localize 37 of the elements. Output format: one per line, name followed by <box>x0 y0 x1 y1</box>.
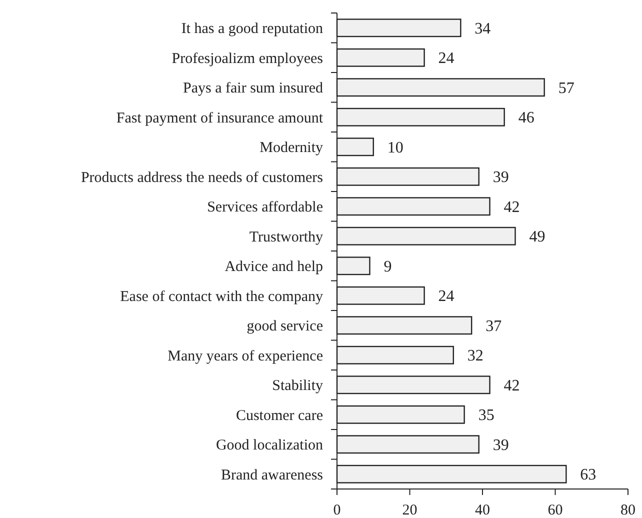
x-tick-label: 80 <box>620 502 636 518</box>
data-label: 39 <box>492 436 509 454</box>
data-label: 42 <box>504 198 520 216</box>
data-label: 46 <box>518 110 534 127</box>
x-tick-label: 0 <box>333 502 341 518</box>
y-tick-label: Ease of contact with the company <box>120 288 324 305</box>
data-label: 9 <box>384 258 392 276</box>
data-label: 63 <box>580 466 596 484</box>
data-label: 49 <box>529 228 546 246</box>
y-tick-label: Modernity <box>260 140 324 156</box>
data-label: 24 <box>438 288 454 306</box>
y-tick-label: Good localization <box>216 438 324 454</box>
y-tick-label: Fast payment of insurance amount <box>116 110 324 126</box>
x-tick-label: 20 <box>402 502 418 518</box>
data-label: 37 <box>486 318 502 335</box>
data-label: 24 <box>438 50 454 68</box>
y-tick-label: Brand awareness <box>220 467 324 484</box>
y-tick-label: Trustworthy <box>249 229 324 246</box>
y-tick-label: Advice and help <box>224 259 323 276</box>
y-tick-label: Pays a fair sum insured <box>183 80 324 97</box>
data-label: 42 <box>504 377 520 394</box>
x-tick-label: 60 <box>548 502 563 518</box>
y-tick-label: Profesjoalizm employees <box>172 50 324 67</box>
y-tick-label: It has a good reputation <box>181 21 324 38</box>
x-tick-label: 40 <box>475 502 490 518</box>
y-tick-label: good service <box>246 318 324 335</box>
y-tick-label: Services affordable <box>207 200 324 216</box>
data-label: 35 <box>478 407 494 424</box>
y-tick-label: Stability <box>272 378 324 394</box>
data-label: 39 <box>492 169 509 186</box>
data-label: 10 <box>387 139 404 156</box>
data-label: 32 <box>467 348 484 365</box>
y-tick-label: Products address the needs of customers <box>80 170 324 186</box>
y-tick-label: Many years of experience <box>168 348 324 364</box>
y-tick-label: Customer care <box>236 408 324 424</box>
data-label: 57 <box>558 80 574 97</box>
data-label: 34 <box>474 20 491 38</box>
